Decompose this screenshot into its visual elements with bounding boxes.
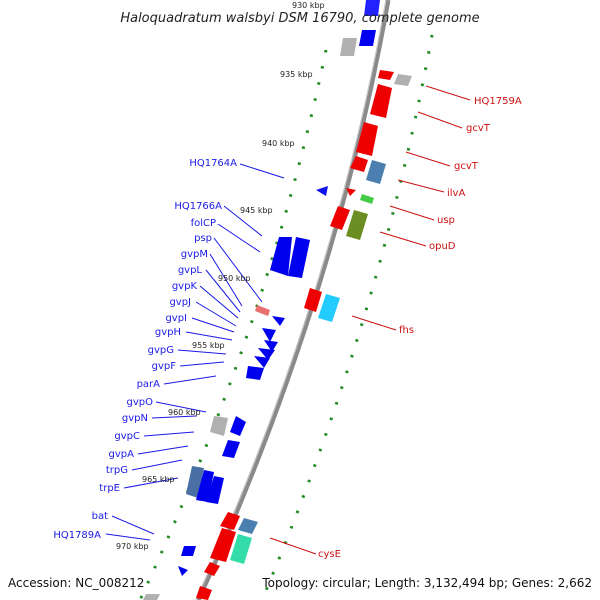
genome-backbone bbox=[195, 0, 391, 600]
gene-label: gcvT bbox=[454, 161, 479, 172]
reverse-gene-labels: HQ1759A gcvT gcvT ilvA usp opuD fhs cysE bbox=[318, 96, 522, 560]
scale-label: 940 kbp bbox=[262, 139, 295, 148]
gene-arrow bbox=[196, 586, 212, 600]
gene-arrow bbox=[364, 0, 380, 16]
scale-label: 930 kbp bbox=[292, 1, 325, 10]
gene-arrow bbox=[359, 30, 376, 46]
pseudogene-block bbox=[255, 305, 270, 316]
gene-label: gvpN bbox=[122, 413, 148, 424]
gene-label: ilvA bbox=[447, 188, 465, 199]
gene-arrow bbox=[178, 566, 188, 576]
gene-label: gvpG bbox=[148, 345, 174, 356]
gene-block bbox=[318, 294, 340, 322]
gene-label: gvpI bbox=[165, 313, 187, 324]
gene-label: parA bbox=[137, 379, 161, 390]
gene-label: gvpH bbox=[155, 327, 181, 338]
gene-label: HQ1764A bbox=[189, 158, 237, 169]
map-title: Haloquadratum walsbyi DSM 16790, complet… bbox=[120, 11, 479, 26]
gene-arrow bbox=[330, 206, 350, 230]
gene-label: cysE bbox=[318, 549, 341, 560]
scale-label: 935 kbp bbox=[280, 70, 313, 79]
pseudogene-block bbox=[394, 74, 412, 86]
gene-label: HQ1789A bbox=[53, 530, 101, 541]
outer-tick-ring bbox=[138, 49, 328, 600]
forward-strand-genes bbox=[143, 0, 380, 600]
scale-label: 970 kbp bbox=[116, 542, 149, 551]
gene-label: HQ1766A bbox=[174, 201, 222, 212]
pseudogene-block bbox=[143, 594, 160, 600]
gene-arrow bbox=[316, 186, 328, 196]
pseudogene-block bbox=[340, 38, 357, 56]
gene-arrow bbox=[270, 237, 292, 276]
gene-label: usp bbox=[437, 215, 455, 226]
gene-block bbox=[346, 210, 368, 240]
gene-label: opuD bbox=[429, 241, 456, 252]
scale-label: 950 kbp bbox=[218, 274, 251, 283]
gene-arrow bbox=[370, 84, 392, 118]
scale-label: 960 kbp bbox=[168, 408, 201, 417]
gene-arrow bbox=[272, 316, 285, 326]
gene-block bbox=[230, 534, 252, 564]
scale-label: 945 kbp bbox=[240, 206, 273, 215]
gene-arrow bbox=[206, 476, 224, 504]
reverse-strand-genes bbox=[196, 70, 412, 600]
gene-arrow bbox=[304, 288, 322, 312]
gene-label: gvpL bbox=[178, 265, 203, 276]
gene-arrow bbox=[204, 562, 220, 576]
pseudogene-block bbox=[210, 416, 228, 436]
gene-arrow bbox=[262, 328, 276, 342]
gene-label: gvpJ bbox=[169, 297, 191, 308]
gene-arrow bbox=[181, 546, 196, 556]
gene-label: gvpO bbox=[127, 397, 154, 408]
gene-block bbox=[366, 160, 386, 184]
gene-label: HQ1759A bbox=[474, 96, 522, 107]
scale-label: 955 kbp bbox=[192, 341, 225, 350]
gene-arrow bbox=[356, 122, 378, 156]
gene-label: fhs bbox=[399, 325, 414, 336]
gene-block bbox=[238, 518, 258, 534]
gene-label: gvpF bbox=[152, 361, 177, 372]
gene-label: gvpK bbox=[172, 281, 198, 292]
accession-label: Accession: NC_008212 bbox=[8, 576, 144, 590]
gene-label: gvpC bbox=[114, 431, 140, 442]
gene-label: trpG bbox=[106, 465, 128, 476]
scale-labels: 930 kbp 935 kbp 940 kbp 945 kbp 950 kbp … bbox=[116, 1, 325, 551]
gene-arrow bbox=[378, 70, 394, 80]
inner-tick-ring bbox=[260, 34, 434, 600]
gene-arrow bbox=[258, 348, 275, 360]
gene-arrow bbox=[230, 416, 246, 436]
scale-label: 965 kbp bbox=[142, 475, 175, 484]
gene-arrow bbox=[350, 156, 368, 172]
reverse-leader-lines bbox=[269, 85, 471, 555]
gene-arrow bbox=[246, 366, 264, 380]
gene-arrow bbox=[264, 340, 278, 352]
gene-arrow bbox=[210, 528, 236, 562]
gene-label: trpE bbox=[99, 483, 120, 494]
gene-label: folCP bbox=[191, 218, 216, 229]
gene-label: psp bbox=[194, 233, 212, 244]
gene-arrow bbox=[254, 356, 270, 368]
gene-label: gvpM bbox=[181, 249, 208, 260]
gene-block bbox=[360, 194, 374, 204]
gene-arrow bbox=[288, 237, 310, 278]
gene-label: gvpA bbox=[109, 449, 135, 460]
gene-label: gcvT bbox=[466, 123, 491, 134]
genome-summary-label: Topology: circular; Length: 3,132,494 bp… bbox=[261, 576, 592, 590]
forward-leader-lines bbox=[105, 163, 285, 541]
gene-arrow bbox=[222, 440, 240, 458]
gene-label: bat bbox=[92, 511, 108, 522]
gene-arrow bbox=[346, 188, 356, 196]
gene-arrow bbox=[220, 512, 240, 530]
forward-gene-labels: HQ1764A HQ1766A folCP psp gvpM gvpL gvpK… bbox=[53, 158, 237, 541]
